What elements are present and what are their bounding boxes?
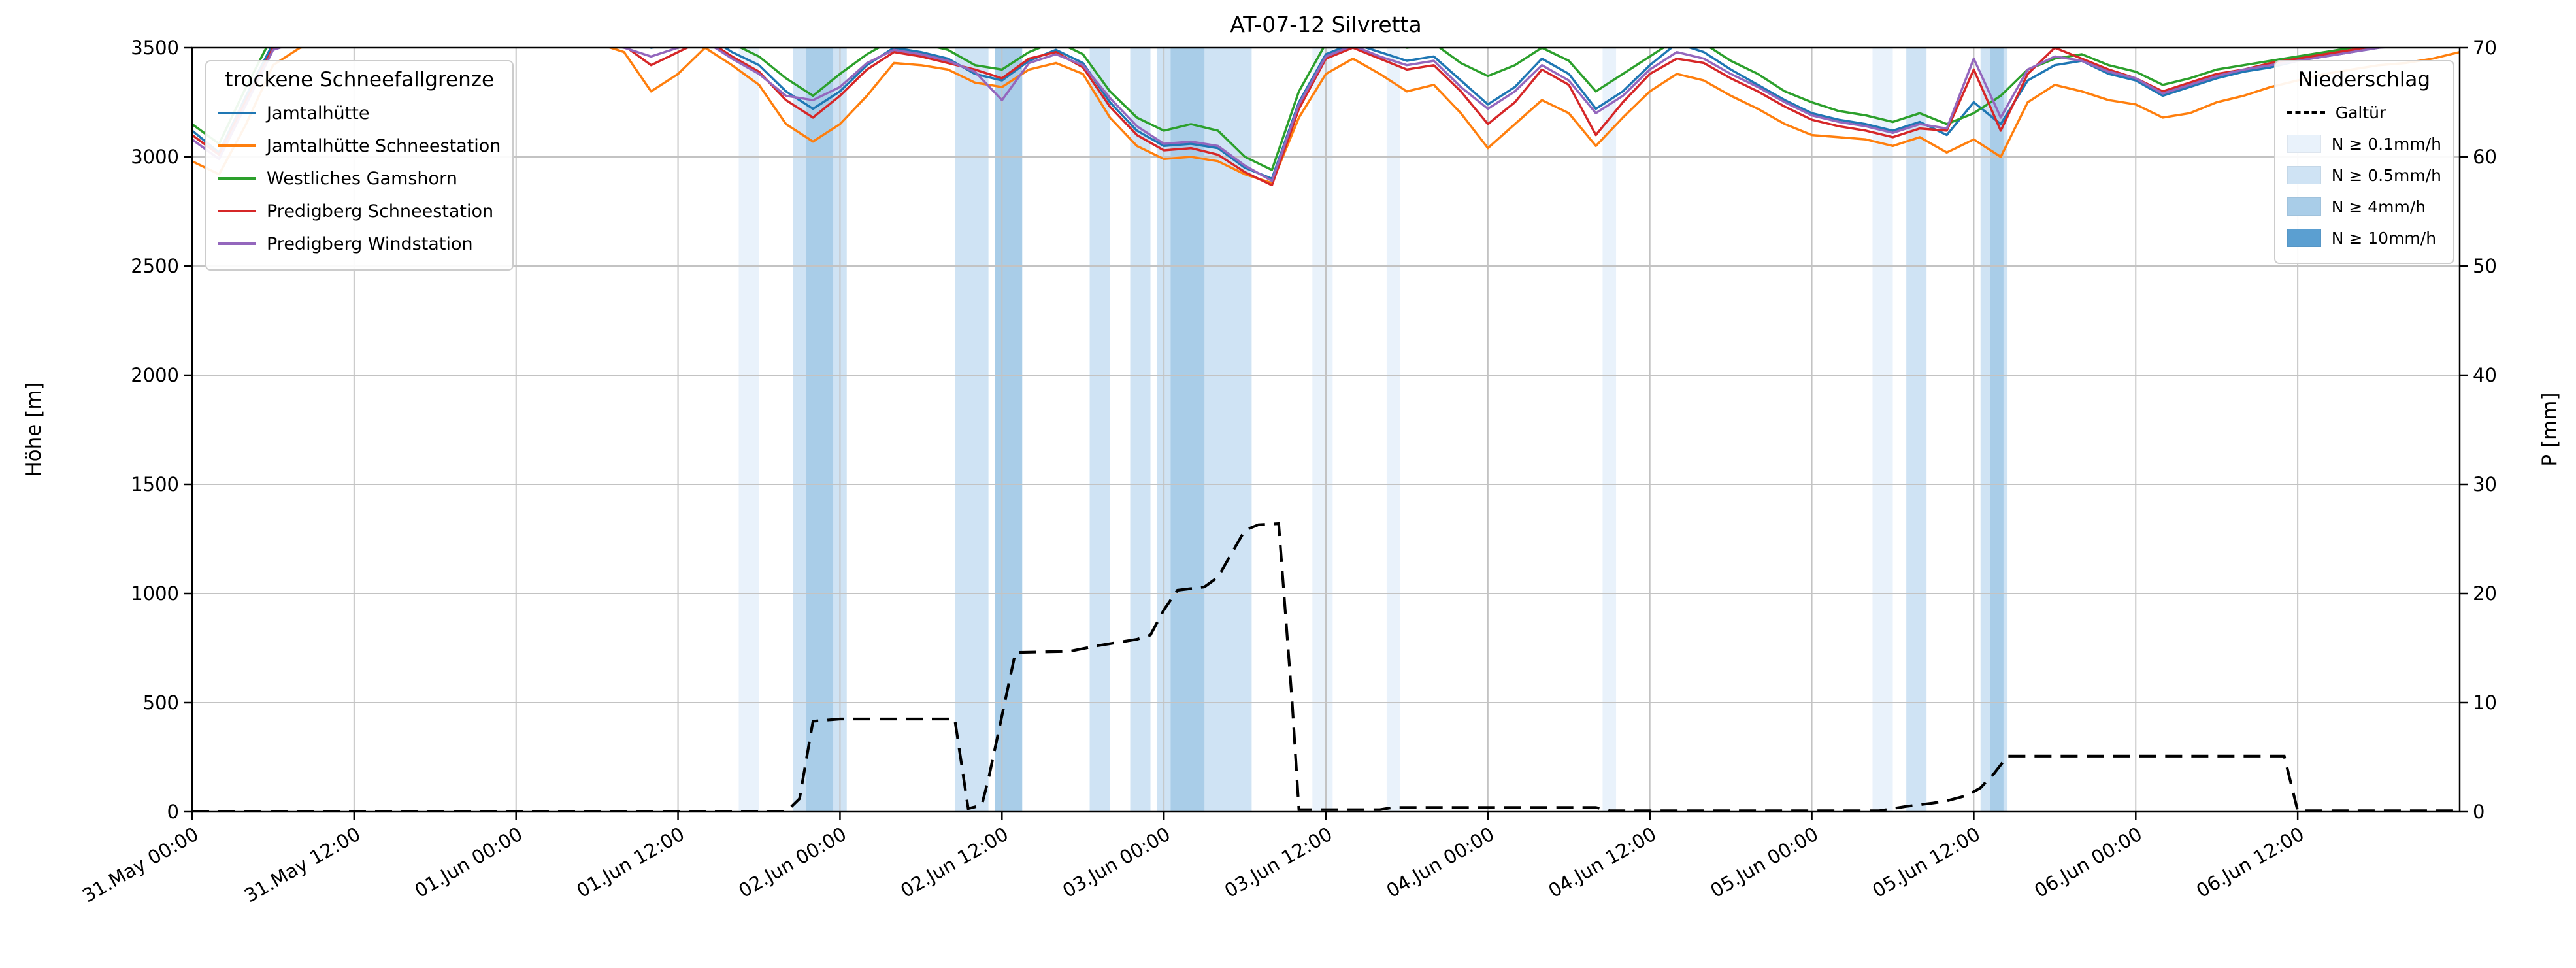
legend-item-predigberg-windstation: Predigberg Windstation xyxy=(218,227,501,260)
y-right-tick-label: 30 xyxy=(2473,473,2497,495)
x-tick-label: 04.Jun 00:00 xyxy=(1383,823,1498,903)
legend-precipitation: Niederschlag Galtür N ≥ 0.1mm/h N ≥ 0.5m… xyxy=(2273,60,2454,264)
precip-band xyxy=(806,48,834,812)
x-tick-label: 01.Jun 00:00 xyxy=(411,823,527,903)
precip-band xyxy=(995,48,1023,812)
precip-band xyxy=(1130,48,1151,812)
series-line-jamtalh-tte-schneestation xyxy=(192,48,2460,184)
legend-item-label: N ≥ 10mm/h xyxy=(2331,228,2437,248)
y-left-tick-label: 2500 xyxy=(131,255,179,277)
y-right-tick-label: 50 xyxy=(2473,255,2497,277)
grid xyxy=(191,47,2460,812)
precip-band xyxy=(1872,48,1893,812)
y-axis-label-left: Höhe [m] xyxy=(22,382,46,477)
dashed-line-swatch-icon xyxy=(2287,111,2325,114)
precip-band xyxy=(738,48,759,812)
precip-band xyxy=(793,48,806,812)
x-tick-label: 06.Jun 00:00 xyxy=(2030,823,2146,903)
legend-item-label: Galtür xyxy=(2335,103,2386,122)
y-right-tick-label: 20 xyxy=(2473,582,2497,605)
precip-line-galtuer xyxy=(192,522,2460,812)
y-left-tick-label: 3500 xyxy=(131,37,179,59)
x-tick-label: 31.May 12:00 xyxy=(240,823,364,907)
precip-band xyxy=(954,48,989,812)
legend-item-label: Jamtalhütte Schneestation xyxy=(267,135,501,156)
line-swatch-icon xyxy=(218,112,256,114)
y-left-tick-label: 1500 xyxy=(131,473,179,495)
legend-item-label: Predigberg Windstation xyxy=(267,233,473,254)
line-swatch-icon xyxy=(218,242,256,245)
legend-item-predigberg-schneestation: Predigberg Schneestation xyxy=(218,195,501,227)
x-tick-label: 03.Jun 12:00 xyxy=(1221,823,1336,903)
legend-snowfall-level: trockene Schneefallgrenze Jamtalhütte Ja… xyxy=(205,60,514,271)
x-tick-label: 05.Jun 00:00 xyxy=(1707,823,1823,903)
legend-item-label: Predigberg Schneestation xyxy=(267,201,494,222)
legend-item-label: N ≥ 0.1mm/h xyxy=(2331,134,2441,154)
y-left-tick-label: 1000 xyxy=(131,582,179,605)
y-left-tick-label: 0 xyxy=(167,801,179,823)
series-line-westliches-gamshorn xyxy=(192,48,2359,171)
line-swatch-icon xyxy=(218,144,256,147)
legend-item-band-2: N ≥ 4mm/h xyxy=(2287,191,2441,222)
precip-band xyxy=(1170,48,1205,812)
y-left-tick-label: 2000 xyxy=(131,364,179,386)
y-right-tick-label: 40 xyxy=(2473,364,2497,386)
band-swatch-icon xyxy=(2287,229,2321,247)
y-left-tick-label: 3000 xyxy=(131,146,179,168)
legend-item-band-3: N ≥ 10mm/h xyxy=(2287,222,2441,254)
legend-item-band-1: N ≥ 0.5mm/h xyxy=(2287,159,2441,191)
line-swatch-icon xyxy=(218,177,256,180)
y-right-tick-label: 70 xyxy=(2473,37,2497,59)
precip-band xyxy=(1990,48,2004,812)
y-axis-label-right: P [mm] xyxy=(2538,392,2562,467)
series-line-predigberg-windstation xyxy=(192,48,2394,182)
legend-item-label: Jamtalhütte xyxy=(267,103,370,124)
y-right-tick-label: 60 xyxy=(2473,146,2497,168)
precip-band xyxy=(1089,48,1110,812)
x-tick-label: 01.Jun 12:00 xyxy=(573,823,689,903)
legend-item-band-0: N ≥ 0.1mm/h xyxy=(2287,128,2441,159)
chart-title: AT-07-12 Silvretta xyxy=(1230,12,1422,37)
legend-title: Niederschlag xyxy=(2298,68,2431,92)
legend-item-label: Westliches Gamshorn xyxy=(267,168,457,189)
precip-band xyxy=(1386,48,1400,812)
precip-band xyxy=(1602,48,1617,812)
y-left-tick-label: 500 xyxy=(143,692,179,714)
band-swatch-icon xyxy=(2287,135,2321,153)
precip-band xyxy=(1906,48,1927,812)
x-tick-label: 06.Jun 12:00 xyxy=(2192,823,2308,903)
legend-item-label: N ≥ 0.5mm/h xyxy=(2331,165,2441,185)
legend-item-jamtalhuette-schneestation: Jamtalhütte Schneestation xyxy=(218,129,501,162)
precip-bands xyxy=(738,48,2008,812)
line-swatch-icon xyxy=(218,210,256,212)
y-right-tick-label: 0 xyxy=(2473,801,2485,823)
legend-item-galtuer: Galtür xyxy=(2287,97,2441,128)
legend-item-westliches-gamshorn: Westliches Gamshorn xyxy=(218,162,501,195)
legend-title: trockene Schneefallgrenze xyxy=(225,68,495,92)
legend-item-label: N ≥ 4mm/h xyxy=(2331,197,2426,216)
y-right-tick-label: 10 xyxy=(2473,692,2497,714)
x-tick-label: 31.May 00:00 xyxy=(78,823,202,907)
x-tick-label: 03.Jun 00:00 xyxy=(1059,823,1174,903)
x-tick-label: 02.Jun 12:00 xyxy=(897,823,1012,903)
precip-band xyxy=(1312,48,1333,812)
x-tick-label: 05.Jun 12:00 xyxy=(1868,823,1984,903)
legend-item-jamtalhuette: Jamtalhütte xyxy=(218,97,501,129)
band-swatch-icon xyxy=(2287,166,2321,184)
band-swatch-icon xyxy=(2287,197,2321,216)
x-tick-label: 02.Jun 00:00 xyxy=(735,823,850,903)
x-tick-label: 04.Jun 12:00 xyxy=(1545,823,1660,903)
series-lines xyxy=(192,48,2460,187)
